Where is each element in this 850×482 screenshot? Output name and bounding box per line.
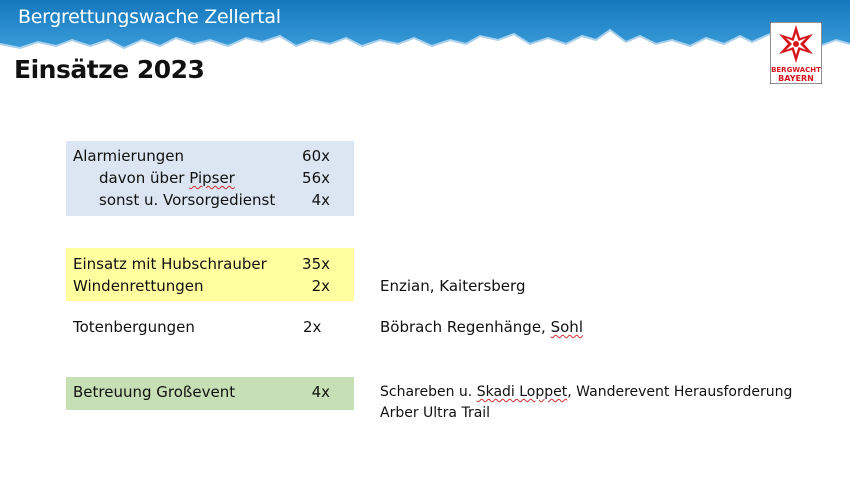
- logo-text-bottom: BAYERN: [778, 74, 814, 83]
- bergwacht-logo: BERGWACHT BAYERN: [770, 22, 822, 84]
- alarm-sub1-label: davon über Pipser: [99, 169, 235, 187]
- deaths-value: 2x: [303, 318, 322, 336]
- events-label: Betreuung Großevent: [73, 383, 236, 401]
- deaths-note: Böbrach Regenhänge, Sohl: [380, 318, 583, 336]
- page-title: Einsätze 2023: [14, 55, 205, 84]
- events-note-line1: Schareben u. Skadi Loppet, Wanderevent H…: [380, 384, 793, 400]
- alarm-sub2-label: sonst u. Vorsorgedienst: [99, 191, 276, 209]
- alarm-block: [66, 141, 354, 216]
- helicopter-block: [66, 248, 354, 301]
- alarm-value: 60x: [302, 147, 330, 165]
- events-block: [66, 377, 354, 410]
- deaths-label: Totenbergungen: [73, 318, 195, 336]
- winch-value: 2x: [311, 277, 330, 295]
- header-banner: [0, 0, 850, 50]
- events-note-line2: Arber Ultra Trail: [380, 405, 491, 421]
- heli-label: Einsatz mit Hubschrauber: [73, 255, 267, 273]
- alarm-label: Alarmierungen: [73, 147, 184, 165]
- winch-label: Windenrettungen: [73, 277, 204, 295]
- alarm-sub1-value: 56x: [302, 169, 330, 187]
- logo-text-top: BERGWACHT: [771, 66, 821, 74]
- heli-value: 35x: [302, 255, 330, 273]
- winch-note: Enzian, Kaitersberg: [380, 277, 526, 295]
- banner-title: Bergrettungswache Zellertal: [18, 6, 281, 28]
- alarm-sub2-value: 4x: [311, 191, 330, 209]
- events-value: 4x: [311, 383, 330, 401]
